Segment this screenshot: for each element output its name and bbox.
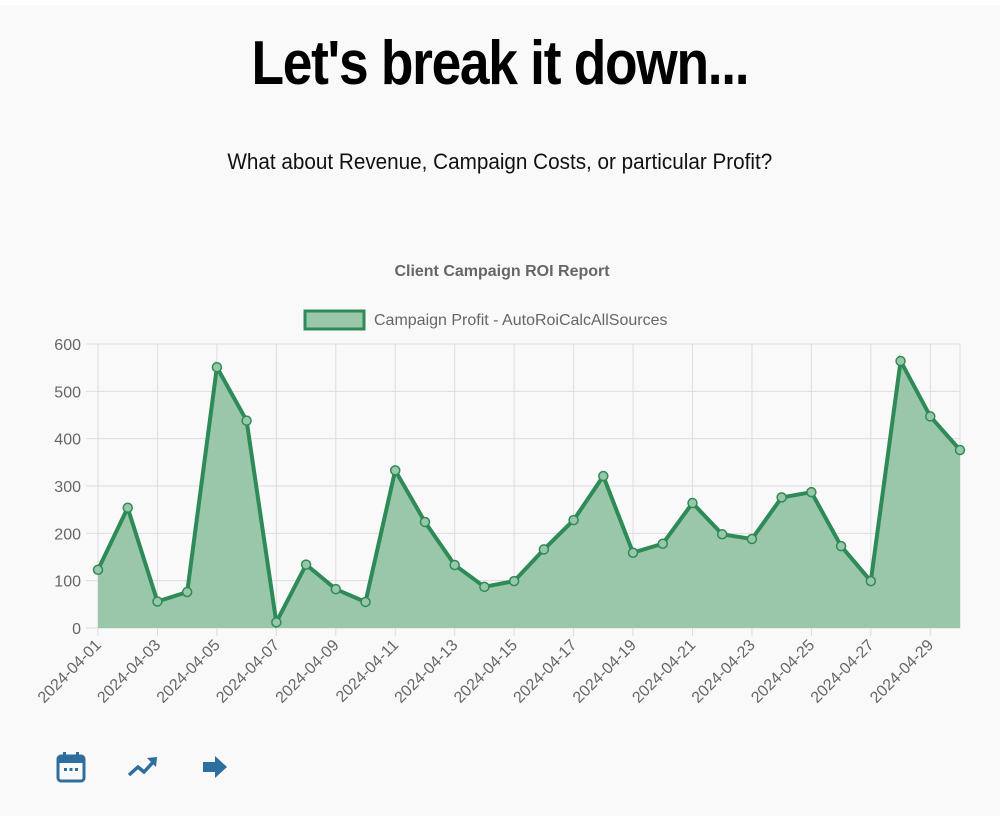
data-point[interactable] <box>330 583 342 595</box>
data-points <box>92 355 966 628</box>
next-button[interactable] <box>196 748 234 786</box>
page-subtitle-text: What about Revenue, Campaign Costs, or p… <box>227 149 773 174</box>
data-point[interactable] <box>806 486 817 498</box>
x-axis: 2024-04-012024-04-032024-04-052024-04-07… <box>35 637 937 707</box>
x-tick-label: 2024-04-25 <box>748 637 818 707</box>
page-subtitle: What about Revenue, Campaign Costs, or p… <box>0 147 1000 177</box>
y-tick-label: 400 <box>54 432 81 449</box>
x-tick-label: 2024-04-09 <box>273 637 343 707</box>
chart-legend[interactable]: Campaign Profit - AutoRoiCalcAllSources <box>303 309 667 331</box>
data-point[interactable] <box>954 444 966 456</box>
y-tick-label: 0 <box>72 621 81 638</box>
data-point[interactable] <box>419 516 431 528</box>
data-point[interactable] <box>300 559 312 570</box>
legend-swatch <box>303 309 366 331</box>
page-title: Let's break it down... <box>0 28 1000 100</box>
x-tick-label: 2024-04-23 <box>689 637 759 707</box>
data-point[interactable] <box>271 617 282 628</box>
chart-title: Client Campaign ROI Report <box>394 263 610 280</box>
x-tick-label: 2024-04-19 <box>570 637 640 707</box>
x-tick-label: 2024-04-15 <box>451 637 521 707</box>
y-tick-label: 300 <box>54 479 81 496</box>
toolbar <box>52 748 268 786</box>
x-tick-label: 2024-04-17 <box>511 637 581 707</box>
data-point[interactable] <box>657 538 669 549</box>
y-tick-label: 100 <box>54 574 81 591</box>
top-strip <box>0 0 1000 5</box>
data-point[interactable] <box>627 547 639 558</box>
roi-chart: Client Campaign ROI Report Campaign Prof… <box>0 250 1000 740</box>
calendar-icon <box>56 752 86 783</box>
x-tick-label: 2024-04-27 <box>808 637 878 707</box>
data-point[interactable] <box>508 575 520 587</box>
data-point[interactable] <box>92 564 104 576</box>
data-point[interactable] <box>598 470 609 482</box>
page-title-text: Let's break it down... <box>251 29 750 98</box>
data-point[interactable] <box>211 361 223 373</box>
trend-button[interactable] <box>124 748 162 786</box>
data-point[interactable] <box>241 415 252 426</box>
data-point[interactable] <box>122 502 133 514</box>
data-point[interactable] <box>716 529 728 540</box>
x-tick-label: 2024-04-05 <box>154 637 224 707</box>
data-point[interactable] <box>479 581 490 593</box>
legend-label: Campaign Profit - AutoRoiCalcAllSources <box>374 312 667 329</box>
chart-canvas: Client Campaign ROI Report Campaign Prof… <box>35 263 966 707</box>
x-tick-label: 2024-04-01 <box>35 637 105 707</box>
y-tick-label: 600 <box>54 337 81 354</box>
y-tick-label: 500 <box>54 384 81 401</box>
data-point[interactable] <box>687 497 698 509</box>
data-point[interactable] <box>389 465 401 476</box>
x-tick-label: 2024-04-21 <box>629 637 699 707</box>
data-point[interactable] <box>895 355 906 367</box>
x-tick-label: 2024-04-07 <box>213 637 283 707</box>
x-tick-label: 2024-04-03 <box>94 637 164 707</box>
data-point[interactable] <box>835 540 847 552</box>
x-tick-label: 2024-04-13 <box>392 637 462 707</box>
data-point[interactable] <box>925 411 936 422</box>
y-axis: 0 100 200 300 400 500 600 <box>54 337 81 638</box>
profit-area <box>98 361 960 628</box>
data-point[interactable] <box>538 544 550 555</box>
data-point[interactable] <box>181 586 193 598</box>
data-point[interactable] <box>865 575 877 587</box>
x-tick-label: 2024-04-29 <box>867 637 937 707</box>
data-point[interactable] <box>360 596 371 608</box>
data-point[interactable] <box>746 533 758 545</box>
data-point[interactable] <box>776 492 787 503</box>
arrow-right-icon <box>203 756 227 778</box>
data-point[interactable] <box>568 514 579 526</box>
data-point[interactable] <box>449 559 460 571</box>
y-tick-label: 200 <box>54 526 81 543</box>
calendar-button[interactable] <box>52 748 90 786</box>
trending-up-icon <box>127 757 157 777</box>
data-point[interactable] <box>152 596 163 607</box>
profit-line <box>96 354 962 629</box>
